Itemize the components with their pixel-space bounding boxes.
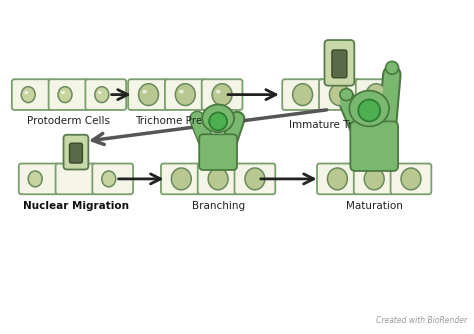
FancyBboxPatch shape xyxy=(354,164,394,194)
Text: Branching: Branching xyxy=(191,201,245,211)
Ellipse shape xyxy=(209,113,227,130)
Text: Maturation: Maturation xyxy=(346,201,402,211)
FancyBboxPatch shape xyxy=(92,164,133,194)
FancyBboxPatch shape xyxy=(85,79,126,110)
FancyBboxPatch shape xyxy=(49,79,90,110)
FancyBboxPatch shape xyxy=(12,79,53,110)
FancyBboxPatch shape xyxy=(317,164,358,194)
FancyArrowPatch shape xyxy=(197,119,207,144)
FancyBboxPatch shape xyxy=(325,40,354,86)
Ellipse shape xyxy=(292,84,312,106)
FancyBboxPatch shape xyxy=(128,79,169,110)
FancyBboxPatch shape xyxy=(319,79,360,110)
Ellipse shape xyxy=(24,91,28,94)
Ellipse shape xyxy=(175,84,195,106)
FancyArrowPatch shape xyxy=(229,119,237,144)
FancyBboxPatch shape xyxy=(64,135,88,169)
Ellipse shape xyxy=(21,87,35,103)
FancyArrowPatch shape xyxy=(347,101,361,134)
FancyBboxPatch shape xyxy=(282,79,323,110)
Ellipse shape xyxy=(212,84,232,106)
Ellipse shape xyxy=(98,91,102,94)
Ellipse shape xyxy=(340,89,353,101)
Ellipse shape xyxy=(138,84,158,106)
Ellipse shape xyxy=(358,100,380,121)
FancyArrowPatch shape xyxy=(197,119,207,144)
Ellipse shape xyxy=(202,105,234,132)
Ellipse shape xyxy=(366,84,386,106)
Text: Protoderm Cells: Protoderm Cells xyxy=(27,117,110,127)
FancyBboxPatch shape xyxy=(70,143,82,163)
FancyBboxPatch shape xyxy=(350,121,398,171)
Text: Created with BioRender: Created with BioRender xyxy=(375,316,466,325)
FancyBboxPatch shape xyxy=(332,50,347,78)
FancyArrowPatch shape xyxy=(229,119,237,144)
Text: Nuclear Migration: Nuclear Migration xyxy=(23,201,129,211)
Ellipse shape xyxy=(58,87,72,103)
Ellipse shape xyxy=(95,87,109,103)
Ellipse shape xyxy=(245,168,265,190)
Ellipse shape xyxy=(216,90,220,94)
Ellipse shape xyxy=(328,168,347,190)
FancyArrowPatch shape xyxy=(386,74,392,139)
FancyBboxPatch shape xyxy=(161,164,202,194)
Text: Immature Trichome: Immature Trichome xyxy=(289,120,390,130)
FancyBboxPatch shape xyxy=(55,164,96,194)
FancyArrowPatch shape xyxy=(197,119,207,144)
FancyBboxPatch shape xyxy=(165,79,206,110)
Ellipse shape xyxy=(179,90,184,94)
Ellipse shape xyxy=(386,61,399,74)
FancyBboxPatch shape xyxy=(199,134,237,170)
Ellipse shape xyxy=(61,91,65,94)
Ellipse shape xyxy=(102,171,116,187)
FancyBboxPatch shape xyxy=(356,79,397,110)
Ellipse shape xyxy=(142,90,147,94)
FancyArrowPatch shape xyxy=(386,74,392,139)
Text: Trichome Precursor: Trichome Precursor xyxy=(135,117,236,127)
Ellipse shape xyxy=(208,168,228,190)
FancyBboxPatch shape xyxy=(202,79,243,110)
Ellipse shape xyxy=(349,91,389,126)
Ellipse shape xyxy=(28,171,42,187)
FancyBboxPatch shape xyxy=(391,164,431,194)
Ellipse shape xyxy=(329,84,349,106)
Ellipse shape xyxy=(172,168,191,190)
Ellipse shape xyxy=(401,168,421,190)
FancyArrowPatch shape xyxy=(347,101,361,134)
FancyBboxPatch shape xyxy=(198,164,238,194)
FancyBboxPatch shape xyxy=(235,164,275,194)
FancyBboxPatch shape xyxy=(19,164,60,194)
Ellipse shape xyxy=(364,168,384,190)
